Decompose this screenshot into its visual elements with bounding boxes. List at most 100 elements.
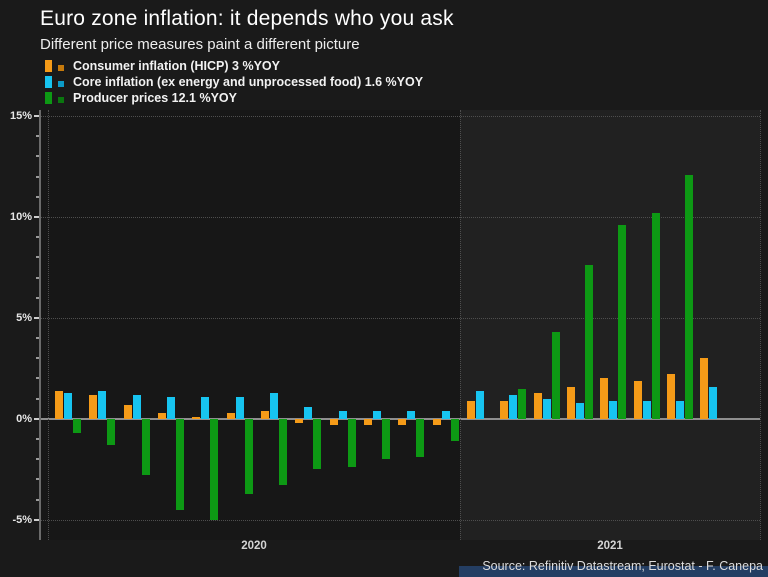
bar-ppi-sep-2020 [347, 418, 356, 468]
major-gridline [40, 116, 760, 118]
y-tick-major [34, 417, 40, 420]
y-tick-minor [36, 478, 40, 481]
major-gridline [40, 216, 760, 218]
bar-hicp-nov-2020 [398, 418, 407, 425]
y-tick-minor [36, 175, 40, 178]
y-tick-label: 0% [16, 412, 32, 425]
x-axis-year-label: 2020 [241, 540, 267, 552]
y-tick-minor [36, 296, 40, 299]
y-tick-minor [36, 438, 40, 441]
bar-ppi-jun-2020 [244, 418, 253, 494]
bar-core-mar-2020 [132, 394, 141, 419]
bar-ppi-feb-2021 [518, 388, 527, 419]
y-tick-minor [36, 357, 40, 360]
bar-hicp-aug-2020 [295, 418, 304, 423]
bar-core-apr-2020 [167, 396, 175, 419]
major-gridline [40, 519, 760, 521]
bar-core-aug-2021 [709, 386, 718, 419]
y-tick-major [34, 316, 40, 319]
band-year-2021 [460, 110, 760, 540]
y-tick-minor [36, 276, 40, 279]
y-tick-minor [36, 498, 40, 501]
bar-core-jun-2020 [235, 396, 244, 419]
y-axis-line [39, 110, 41, 540]
bar-hicp-sep-2020 [329, 418, 338, 425]
bar-hicp-oct-2020 [364, 418, 372, 425]
bar-ppi-jul-2021 [685, 174, 693, 419]
legend-swatch-icon [45, 76, 52, 88]
y-tick-major [34, 215, 40, 218]
bar-ppi-jun-2021 [651, 212, 660, 419]
y-tick-label: 15% [9, 110, 32, 123]
y-tick-label: 10% [9, 210, 32, 223]
bar-ppi-apr-2021 [585, 265, 593, 419]
bar-core-mar-2021 [542, 398, 551, 419]
legend-label: Producer prices 12.1 %YOY [73, 91, 237, 105]
chart-subtitle: Different price measures paint a differe… [40, 36, 360, 53]
bar-core-sep-2020 [338, 410, 347, 419]
bar-hicp-jun-2021 [633, 380, 642, 419]
source-text: Source: Refinitiv Datastream; Eurostat -… [482, 559, 763, 573]
bar-core-jan-2020 [64, 392, 72, 419]
bar-ppi-feb-2020 [107, 418, 116, 446]
legend-label: Core inflation (ex energy and unprocesse… [73, 75, 424, 89]
bar-hicp-aug-2021 [700, 358, 709, 419]
bar-ppi-mar-2021 [551, 332, 560, 419]
bar-core-jun-2021 [642, 400, 651, 419]
y-tick-minor [36, 155, 40, 158]
y-tick-major [34, 518, 40, 521]
bar-hicp-apr-2021 [567, 386, 575, 419]
bar-core-may-2020 [201, 396, 210, 419]
legend-swatch-small-icon [58, 80, 64, 87]
bar-hicp-mar-2021 [533, 392, 542, 419]
bar-ppi-aug-2020 [313, 418, 322, 470]
bar-ppi-jul-2020 [279, 418, 287, 486]
legend-swatch-small-icon [58, 96, 64, 103]
y-tick-minor [36, 458, 40, 461]
y-tick-label: 5% [16, 311, 32, 324]
bar-hicp-jun-2020 [226, 412, 235, 419]
bar-ppi-oct-2020 [382, 418, 390, 460]
y-tick-minor [36, 397, 40, 400]
y-tick-minor [36, 135, 40, 138]
section-divider-line [460, 110, 461, 540]
bar-hicp-dec-2020 [432, 418, 441, 425]
y-tick-minor [36, 236, 40, 239]
chart-title: Euro zone inflation: it depends who you … [40, 7, 454, 30]
legend-row: Consumer inflation (HICP) 3 %YOY [45, 59, 280, 73]
bar-hicp-feb-2021 [500, 400, 509, 419]
bar-core-oct-2020 [373, 410, 381, 419]
bar-hicp-mar-2020 [123, 404, 132, 419]
bar-ppi-may-2021 [618, 225, 627, 419]
y-tick-major [34, 115, 40, 118]
x-axis-year-label: 2021 [597, 540, 623, 552]
bar-core-jan-2021 [476, 390, 484, 419]
y-tick-minor [36, 377, 40, 380]
legend-swatch-icon [45, 60, 52, 72]
legend-swatch-icon [45, 92, 52, 104]
legend-row: Producer prices 12.1 %YOY [45, 91, 237, 105]
y-tick-minor [36, 337, 40, 340]
major-gridline [40, 317, 760, 319]
y-tick-minor [36, 256, 40, 259]
bar-hicp-feb-2020 [89, 394, 98, 419]
bar-ppi-mar-2020 [141, 418, 150, 476]
bar-core-dec-2020 [441, 410, 450, 419]
source-highlight-bar [459, 566, 768, 577]
bar-hicp-may-2021 [600, 378, 609, 419]
bar-hicp-may-2020 [192, 416, 201, 419]
bar-core-nov-2020 [407, 410, 416, 419]
section-divider-line [760, 110, 761, 540]
bar-hicp-jan-2021 [467, 400, 475, 419]
bar-core-apr-2021 [576, 402, 584, 419]
bar-hicp-jul-2020 [261, 410, 269, 419]
bar-core-may-2021 [609, 400, 618, 419]
bar-ppi-nov-2020 [416, 418, 425, 458]
section-divider-line [48, 110, 49, 540]
y-tick-label: -5% [12, 513, 32, 526]
bar-ppi-may-2020 [210, 418, 219, 520]
legend-label: Consumer inflation (HICP) 3 %YOY [73, 59, 280, 73]
bar-core-aug-2020 [304, 406, 313, 419]
bar-core-feb-2020 [98, 390, 107, 419]
